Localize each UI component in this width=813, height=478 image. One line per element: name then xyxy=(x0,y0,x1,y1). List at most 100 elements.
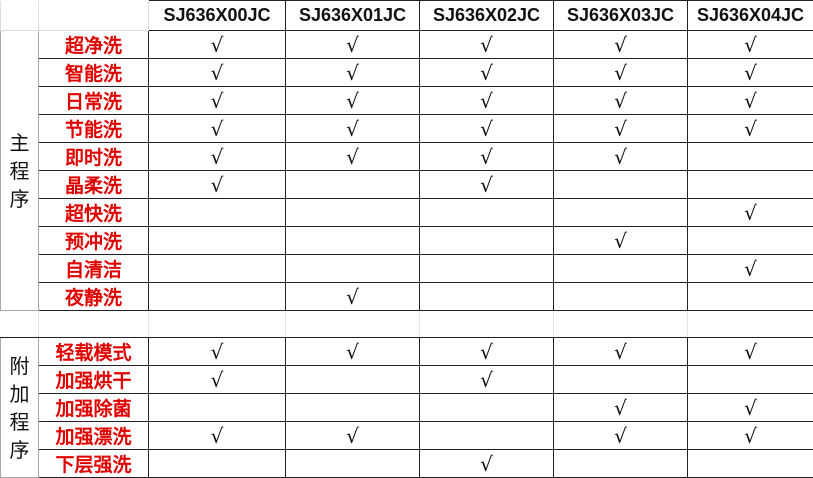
empty-cell xyxy=(688,450,813,478)
empty-cell xyxy=(688,283,813,311)
spacer-cell xyxy=(286,311,420,338)
table-row: 智能洗√√√√√ xyxy=(1,59,813,87)
empty-cell xyxy=(554,255,688,283)
check-cell: √ xyxy=(149,366,286,394)
check-cell: √ xyxy=(554,422,688,450)
program-label: 加强漂洗 xyxy=(39,422,149,450)
check-cell: √ xyxy=(286,59,420,87)
check-cell: √ xyxy=(286,31,420,59)
check-cell: √ xyxy=(286,338,420,366)
empty-cell xyxy=(286,450,420,478)
table-row: 加强漂洗√√√√ xyxy=(1,422,813,450)
spacer-cell xyxy=(554,311,688,338)
empty-cell xyxy=(554,283,688,311)
empty-cell xyxy=(420,422,554,450)
check-cell: √ xyxy=(420,59,554,87)
spacer-cell xyxy=(1,311,39,338)
check-cell: √ xyxy=(286,143,420,171)
program-label: 预冲洗 xyxy=(39,227,149,255)
check-cell: √ xyxy=(688,422,813,450)
spacer-cell xyxy=(149,311,286,338)
check-cell: √ xyxy=(420,450,554,478)
check-cell: √ xyxy=(554,143,688,171)
check-cell: √ xyxy=(554,59,688,87)
check-cell: √ xyxy=(420,366,554,394)
check-cell: √ xyxy=(149,115,286,143)
empty-cell xyxy=(149,450,286,478)
group-label: 主 程 序 xyxy=(1,31,39,311)
empty-cell xyxy=(149,394,286,422)
program-label: 晶柔洗 xyxy=(39,171,149,199)
check-cell: √ xyxy=(149,422,286,450)
spacer-cell xyxy=(39,311,149,338)
check-cell: √ xyxy=(554,31,688,59)
check-cell: √ xyxy=(688,115,813,143)
check-cell: √ xyxy=(286,422,420,450)
empty-cell xyxy=(286,366,420,394)
spacer-cell xyxy=(688,311,813,338)
empty-cell xyxy=(688,143,813,171)
empty-cell xyxy=(554,366,688,394)
check-cell: √ xyxy=(688,255,813,283)
table-row: 预冲洗 √ xyxy=(1,227,813,255)
model-header: SJ636X02JC xyxy=(420,1,554,31)
empty-cell xyxy=(286,171,420,199)
program-label: 轻载模式 xyxy=(39,338,149,366)
program-label: 自清洁 xyxy=(39,255,149,283)
table-row: 加强烘干√√ xyxy=(1,366,813,394)
check-cell: √ xyxy=(420,31,554,59)
check-cell: √ xyxy=(688,59,813,87)
empty-cell xyxy=(149,283,286,311)
check-cell: √ xyxy=(554,227,688,255)
program-label: 智能洗 xyxy=(39,59,149,87)
program-label: 加强除菌 xyxy=(39,394,149,422)
table-row: 即时洗√√√√ xyxy=(1,143,813,171)
check-cell: √ xyxy=(554,394,688,422)
check-cell: √ xyxy=(420,115,554,143)
empty-cell xyxy=(420,255,554,283)
empty-cell xyxy=(554,199,688,227)
check-cell: √ xyxy=(688,338,813,366)
model-header: SJ636X01JC xyxy=(286,1,420,31)
program-label: 节能洗 xyxy=(39,115,149,143)
empty-cell xyxy=(149,255,286,283)
empty-cell xyxy=(688,366,813,394)
check-cell: √ xyxy=(286,87,420,115)
program-label: 即时洗 xyxy=(39,143,149,171)
table-row: 节能洗√√√√√ xyxy=(1,115,813,143)
check-cell: √ xyxy=(149,338,286,366)
program-label: 夜静洗 xyxy=(39,283,149,311)
empty-cell xyxy=(149,199,286,227)
program-label: 超净洗 xyxy=(39,31,149,59)
check-cell: √ xyxy=(554,87,688,115)
check-cell: √ xyxy=(420,143,554,171)
check-cell: √ xyxy=(286,115,420,143)
empty-cell xyxy=(149,227,286,255)
table-row: 自清洁 √ xyxy=(1,255,813,283)
check-cell: √ xyxy=(688,87,813,115)
header-row: SJ636X00JC SJ636X01JC SJ636X02JC SJ636X0… xyxy=(1,1,813,31)
check-cell: √ xyxy=(688,394,813,422)
table-row: 夜静洗 √ xyxy=(1,283,813,311)
spacer-cell xyxy=(420,311,554,338)
empty-cell xyxy=(420,394,554,422)
empty-cell xyxy=(420,199,554,227)
check-cell: √ xyxy=(420,171,554,199)
program-label: 超快洗 xyxy=(39,199,149,227)
check-cell: √ xyxy=(149,31,286,59)
check-cell: √ xyxy=(420,338,554,366)
check-cell: √ xyxy=(286,283,420,311)
table-row: 加强除菌 √√ xyxy=(1,394,813,422)
group-label: 附 加 程 序 xyxy=(1,338,39,478)
empty-cell xyxy=(286,227,420,255)
empty-cell xyxy=(286,255,420,283)
empty-cell xyxy=(554,450,688,478)
model-header: SJ636X00JC xyxy=(149,1,286,31)
check-cell: √ xyxy=(554,115,688,143)
table-row: 日常洗√√√√√ xyxy=(1,87,813,115)
check-cell: √ xyxy=(149,87,286,115)
check-cell: √ xyxy=(420,87,554,115)
table-row: 超快洗√ xyxy=(1,199,813,227)
empty-cell xyxy=(420,227,554,255)
